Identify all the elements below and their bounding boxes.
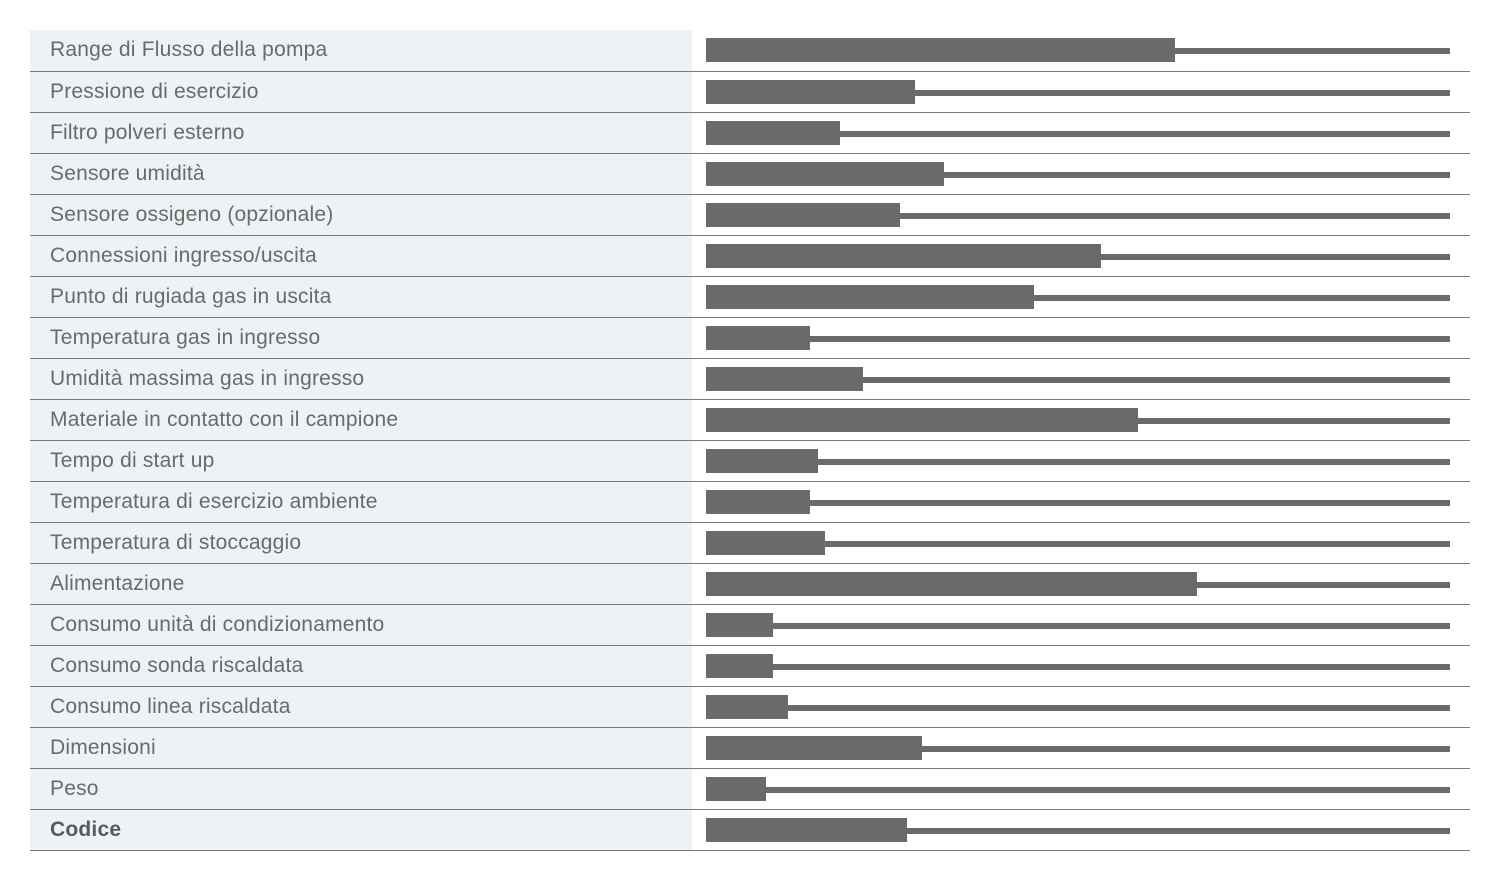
table-body: Range di Flusso della pompaPressione di … — [30, 30, 1470, 850]
redaction-bar — [706, 572, 1197, 596]
table-row: Peso — [30, 768, 1470, 809]
redaction-underline — [706, 623, 1450, 629]
redaction-bar — [706, 531, 825, 555]
spec-label: Temperatura gas in ingresso — [30, 317, 692, 358]
redaction-bar — [706, 818, 907, 842]
table-row: Alimentazione — [30, 563, 1470, 604]
redaction-underline — [706, 664, 1450, 670]
spec-value-redacted — [692, 809, 1470, 850]
spec-value-redacted — [692, 563, 1470, 604]
redaction-underline — [706, 500, 1450, 506]
redaction-bar — [706, 162, 944, 186]
redaction-bar — [706, 613, 773, 637]
redaction-underline — [706, 459, 1450, 465]
table-row: Dimensioni — [30, 727, 1470, 768]
spec-value-redacted — [692, 686, 1470, 727]
spec-value-redacted — [692, 112, 1470, 153]
redaction-bar — [706, 121, 840, 145]
table-row: Codice — [30, 809, 1470, 850]
spec-value-redacted — [692, 481, 1470, 522]
spec-label: Consumo sonda riscaldata — [30, 645, 692, 686]
spec-label: Temperatura di stoccaggio — [30, 522, 692, 563]
redaction-bar — [706, 408, 1137, 432]
spec-value-redacted — [692, 317, 1470, 358]
spec-label: Range di Flusso della pompa — [30, 30, 692, 71]
redaction-bar — [706, 777, 765, 801]
spec-label: Materiale in contatto con il campione — [30, 399, 692, 440]
spec-value-redacted — [692, 522, 1470, 563]
spec-label: Connessioni ingresso/uscita — [30, 235, 692, 276]
table-row: Consumo unità di condizionamento — [30, 604, 1470, 645]
redaction-bar — [706, 736, 922, 760]
spec-label: Consumo linea riscaldata — [30, 686, 692, 727]
specifications-table: Range di Flusso della pompaPressione di … — [30, 30, 1470, 851]
spec-value-redacted — [692, 358, 1470, 399]
spec-value-redacted — [692, 153, 1470, 194]
spec-label: Dimensioni — [30, 727, 692, 768]
redaction-bar — [706, 80, 914, 104]
redaction-bar — [706, 449, 818, 473]
spec-label: Tempo di start up — [30, 440, 692, 481]
table-row: Umidità massima gas in ingresso — [30, 358, 1470, 399]
spec-value-redacted — [692, 645, 1470, 686]
spec-label: Peso — [30, 768, 692, 809]
table-row: Sensore ossigeno (opzionale) — [30, 194, 1470, 235]
spec-value-redacted — [692, 71, 1470, 112]
table-row: Tempo di start up — [30, 440, 1470, 481]
table-row: Range di Flusso della pompa — [30, 30, 1470, 71]
table-row: Consumo sonda riscaldata — [30, 645, 1470, 686]
spec-value-redacted — [692, 727, 1470, 768]
spec-value-redacted — [692, 194, 1470, 235]
spec-value-redacted — [692, 30, 1470, 71]
table-row: Consumo linea riscaldata — [30, 686, 1470, 727]
spec-label: Sensore ossigeno (opzionale) — [30, 194, 692, 235]
redaction-bar — [706, 654, 773, 678]
spec-value-redacted — [692, 604, 1470, 645]
redaction-bar — [706, 38, 1174, 62]
spec-value-redacted — [692, 440, 1470, 481]
spec-value-redacted — [692, 768, 1470, 809]
spec-label: Consumo unità di condizionamento — [30, 604, 692, 645]
redaction-underline — [706, 787, 1450, 793]
spec-value-redacted — [692, 276, 1470, 317]
table-row: Materiale in contatto con il campione — [30, 399, 1470, 440]
spec-label: Alimentazione — [30, 563, 692, 604]
redaction-bar — [706, 203, 899, 227]
redaction-underline — [706, 705, 1450, 711]
spec-label: Punto di rugiada gas in uscita — [30, 276, 692, 317]
redaction-bar — [706, 695, 788, 719]
table-row: Temperatura di stoccaggio — [30, 522, 1470, 563]
table-row: Temperatura di esercizio ambiente — [30, 481, 1470, 522]
redaction-bar — [706, 326, 810, 350]
redaction-bar — [706, 285, 1033, 309]
spec-value-redacted — [692, 399, 1470, 440]
table-row: Punto di rugiada gas in uscita — [30, 276, 1470, 317]
redaction-bar — [706, 367, 862, 391]
spec-label: Sensore umidità — [30, 153, 692, 194]
redaction-bar — [706, 490, 810, 514]
table-row: Pressione di esercizio — [30, 71, 1470, 112]
spec-value-redacted — [692, 235, 1470, 276]
table-row: Temperatura gas in ingresso — [30, 317, 1470, 358]
spec-label: Temperatura di esercizio ambiente — [30, 481, 692, 522]
spec-label: Codice — [30, 809, 692, 850]
spec-label: Umidità massima gas in ingresso — [30, 358, 692, 399]
redaction-underline — [706, 336, 1450, 342]
table-row: Sensore umidità — [30, 153, 1470, 194]
spec-label: Filtro polveri esterno — [30, 112, 692, 153]
spec-label: Pressione di esercizio — [30, 71, 692, 112]
table-row: Filtro polveri esterno — [30, 112, 1470, 153]
table-row: Connessioni ingresso/uscita — [30, 235, 1470, 276]
redaction-bar — [706, 244, 1100, 268]
